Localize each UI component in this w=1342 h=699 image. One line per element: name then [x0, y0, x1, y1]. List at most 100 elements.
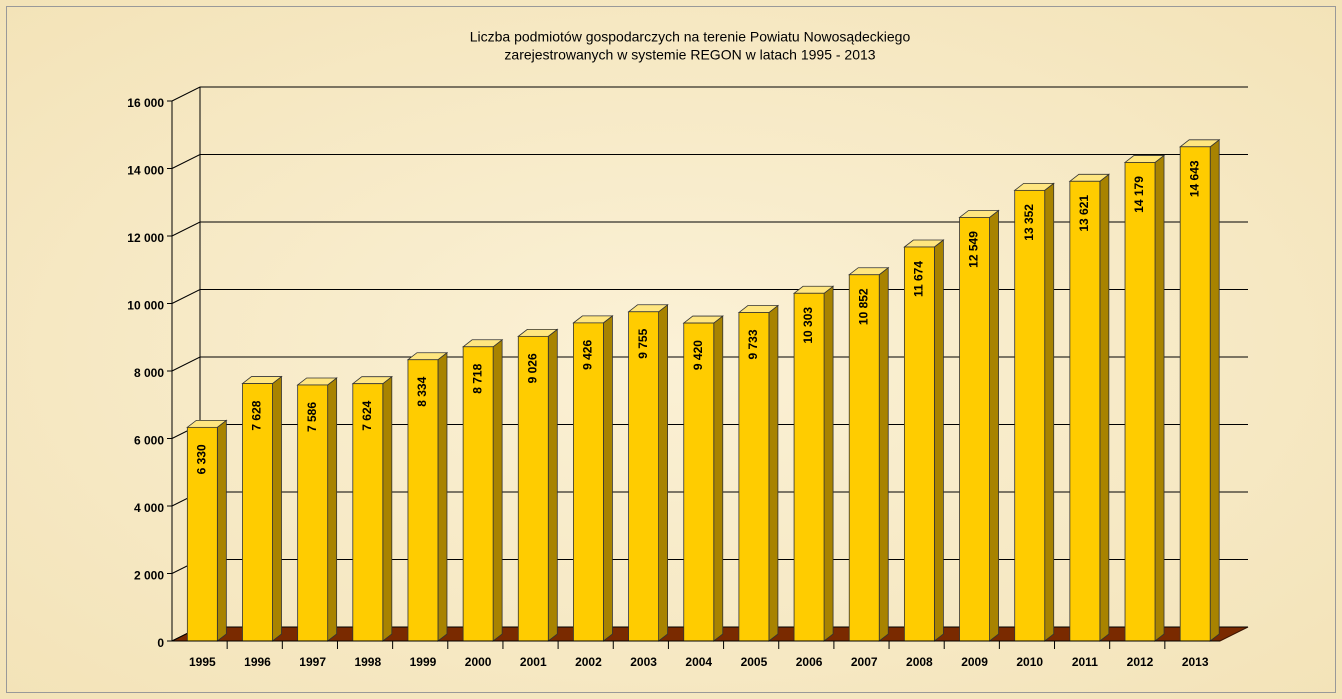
bar: 6 330 — [186, 419, 228, 642]
y-tick-label: 10 000 — [127, 299, 164, 313]
bar: 12 549 — [958, 209, 1000, 642]
bar-front — [793, 292, 825, 642]
bar-side — [933, 239, 944, 642]
bar: 14 179 — [1123, 154, 1166, 642]
bar-front — [297, 384, 329, 642]
bar-front — [628, 311, 659, 642]
bar: 9 426 — [572, 315, 614, 642]
bar-side — [768, 304, 779, 642]
grid-line — [171, 154, 1248, 169]
x-tick-label: 2008 — [906, 655, 933, 669]
y-tick-label: 12 000 — [127, 231, 164, 245]
value-label: 10 303 — [801, 307, 815, 344]
value-label: 11 674 — [912, 261, 926, 297]
chart-title: Liczba podmiotów gospodarczych na tereni… — [470, 29, 911, 45]
bar-side — [327, 377, 338, 642]
x-tick-label: 2007 — [851, 655, 878, 669]
bar-side — [878, 266, 889, 642]
bar-side — [382, 375, 393, 642]
bar-front — [959, 217, 990, 642]
bar: 7 586 — [296, 377, 338, 642]
bar-side — [216, 419, 227, 642]
value-label: 7 624 — [360, 400, 374, 430]
frame — [6, 6, 1336, 693]
bar-side — [437, 351, 448, 642]
value-label: 13 621 — [1077, 195, 1091, 232]
x-tick-label: 2004 — [685, 655, 712, 669]
bar: 9 733 — [737, 304, 780, 642]
bar-side — [823, 285, 834, 642]
bar-front — [1179, 146, 1211, 642]
x-tick-label: 2001 — [520, 655, 547, 669]
bar: 7 628 — [241, 375, 283, 642]
value-label: 9 026 — [525, 353, 539, 383]
chart-title: zarejestrowanych w systemie REGON w lata… — [504, 47, 875, 63]
value-label: 14 643 — [1187, 160, 1201, 197]
x-tick-label: 2003 — [630, 655, 657, 669]
y-tick-label: 0 — [157, 636, 164, 650]
bar-front — [352, 383, 384, 642]
value-label: 8 718 — [470, 363, 484, 393]
bar-side — [1044, 182, 1055, 642]
value-label: 9 420 — [691, 340, 705, 370]
bar: 8 718 — [461, 338, 504, 642]
bar-front — [738, 312, 770, 642]
bar-front — [683, 322, 715, 642]
bar-side — [658, 303, 668, 642]
x-tick-label: 1996 — [244, 655, 271, 669]
y-tick-label: 8 000 — [134, 366, 164, 380]
y-tick-label: 14 000 — [127, 164, 164, 178]
bar-side — [547, 328, 558, 642]
bar: 7 624 — [351, 375, 393, 642]
x-tick-label: 2002 — [575, 655, 602, 669]
bar-side — [603, 315, 613, 642]
bar-front — [1069, 180, 1101, 642]
bar-front — [903, 246, 935, 642]
y-tick-label: 16 000 — [127, 96, 164, 110]
x-tick-label: 2009 — [961, 655, 988, 669]
x-tick-label: 1995 — [189, 655, 216, 669]
bar-front — [407, 359, 439, 642]
x-tick-label: 1998 — [354, 655, 381, 669]
y-tick-label: 4 000 — [134, 501, 164, 515]
bar-side — [713, 315, 724, 642]
bar: 14 643 — [1179, 138, 1221, 642]
value-label: 7 586 — [305, 402, 319, 432]
value-label: 12 549 — [967, 231, 981, 268]
x-tick-label: 2013 — [1182, 655, 1209, 669]
x-tick-label: 2010 — [1016, 655, 1043, 669]
bar-front — [848, 274, 880, 642]
bar: 9 755 — [627, 303, 669, 642]
bar-side — [1154, 154, 1165, 642]
x-tick-label: 2005 — [741, 655, 768, 669]
value-label: 9 426 — [581, 340, 595, 370]
x-tick-label: 2012 — [1127, 655, 1154, 669]
value-label: 6 330 — [195, 444, 209, 474]
x-tick-label: 2000 — [465, 655, 492, 669]
value-label: 14 179 — [1132, 176, 1146, 213]
x-tick-label: 1997 — [299, 655, 326, 669]
bar-side — [989, 209, 999, 642]
bar: 10 852 — [848, 266, 890, 642]
bar: 13 621 — [1068, 173, 1111, 642]
grid-line — [171, 86, 1248, 102]
grid-line — [171, 221, 1248, 237]
value-label: 13 352 — [1022, 204, 1036, 241]
bar-front — [462, 346, 494, 642]
bar: 8 334 — [406, 351, 449, 642]
bar: 9 420 — [682, 315, 724, 642]
bar-front — [573, 322, 604, 642]
value-label: 9 733 — [746, 329, 760, 359]
grid-line — [171, 289, 1248, 304]
x-tick-label: 2006 — [796, 655, 823, 669]
bar: 13 352 — [1013, 182, 1055, 642]
bar-front — [1124, 162, 1156, 642]
bar-front — [1014, 189, 1046, 642]
value-label: 8 334 — [415, 376, 429, 406]
bar-front — [242, 383, 273, 642]
y-tick-label: 2 000 — [134, 569, 164, 583]
bar: 11 674 — [903, 239, 945, 642]
bar: 9 026 — [517, 328, 559, 642]
x-tick-label: 1999 — [410, 655, 437, 669]
